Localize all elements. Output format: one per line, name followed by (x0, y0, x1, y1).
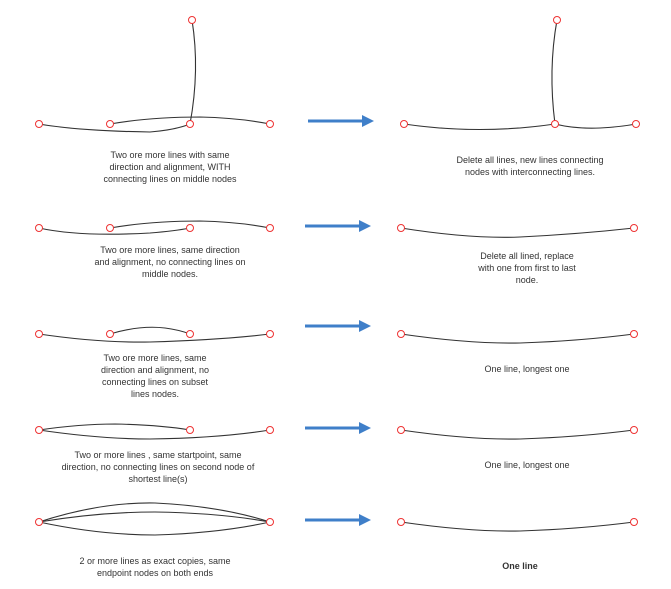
node (397, 224, 405, 232)
node (35, 518, 43, 526)
caption-line: One line (502, 561, 538, 571)
caption-line: Two ore more lines, same (103, 353, 207, 363)
line (38, 423, 191, 431)
line (109, 220, 271, 229)
caption-line: direction and alignment, WITH (109, 162, 231, 172)
node (266, 224, 274, 232)
node (106, 120, 114, 128)
row-3-before-caption: Two ore more lines, same direction and a… (101, 352, 209, 400)
caption-line: connecting lines on subset (101, 377, 209, 387)
node (397, 426, 405, 434)
node (266, 518, 274, 526)
row-2-before-caption: Two ore more lines, same direction and a… (94, 244, 245, 280)
row-3-before (35, 326, 274, 343)
caption-line: One line, longest one (484, 364, 570, 374)
caption-line: One line, longest one (484, 460, 570, 470)
arrow-4 (305, 422, 371, 434)
node (186, 426, 194, 434)
caption-line: endpoint nodes on both ends (96, 568, 214, 578)
node (106, 224, 114, 232)
row-2-before (35, 220, 274, 235)
caption-line: node. (515, 275, 539, 285)
row-2-after-caption: Delete all lined, replace with one from … (478, 250, 576, 286)
node (630, 224, 638, 232)
node (630, 330, 638, 338)
node (106, 330, 114, 338)
caption-line: direction and alignment, no (100, 365, 210, 375)
caption-line: Delete all lined, replace (480, 251, 574, 261)
line (400, 227, 635, 238)
row-1-after (400, 16, 640, 131)
node (186, 224, 194, 232)
arrow-3 (305, 320, 371, 332)
line (400, 521, 635, 532)
node (266, 330, 274, 338)
caption-line: Delete all lines, new lines connecting (456, 155, 604, 165)
node (630, 518, 638, 526)
node (35, 224, 43, 232)
node (188, 16, 196, 24)
row-1-after-caption: Delete all lines, new lines connecting n… (456, 154, 603, 178)
line (38, 521, 271, 536)
caption-line: Two ore more lines with same (110, 150, 230, 160)
node (266, 426, 274, 434)
row-1-before (35, 16, 274, 133)
row-3-after-caption: One line, longest one (484, 363, 569, 375)
caption-line: 2 or more lines as exact copies, same (79, 556, 231, 566)
caption-line: middle nodes. (141, 269, 199, 279)
line (38, 227, 191, 235)
caption-line: nodes with interconnecting lines. (464, 167, 596, 177)
caption-line: Two or more lines , same startpoint, sam… (74, 450, 242, 460)
caption-line: with one from first to last (478, 263, 576, 273)
arrow-1 (308, 115, 374, 127)
row-5-after (397, 518, 638, 532)
line (38, 123, 191, 133)
caption-line: direction, no connecting lines on second… (61, 462, 255, 472)
caption-line: lines nodes. (130, 389, 180, 399)
line (109, 326, 191, 335)
row-4-before (35, 423, 274, 440)
row-4-after-caption: One line, longest one (484, 459, 569, 471)
row-5-after-caption: One line (502, 560, 538, 572)
node (186, 330, 194, 338)
row-1-before-caption: Two ore more lines with same direction a… (103, 149, 236, 185)
row-2-after (397, 224, 638, 238)
line (38, 333, 271, 343)
line (400, 429, 635, 440)
line (551, 19, 558, 125)
row-4-before-caption: Two or more lines , same startpoint, sam… (62, 449, 255, 485)
caption-line: connecting lines on middle nodes (103, 174, 237, 184)
node (186, 120, 194, 128)
caption-line: Two ore more lines, same direction (100, 245, 240, 255)
node (397, 330, 405, 338)
node (266, 120, 274, 128)
line (403, 123, 556, 131)
line (38, 502, 271, 523)
node (400, 120, 408, 128)
caption-line: and alignment, no connecting lines on (94, 257, 246, 267)
row-3-after (397, 330, 638, 344)
node (35, 330, 43, 338)
node (35, 120, 43, 128)
node (630, 426, 638, 434)
arrow-5 (305, 514, 371, 526)
node (35, 426, 43, 434)
line (109, 116, 271, 125)
line (38, 511, 271, 523)
line (400, 333, 635, 344)
row-5-before (35, 502, 274, 536)
arrow-2 (305, 220, 371, 232)
node (551, 120, 559, 128)
node (397, 518, 405, 526)
node (632, 120, 640, 128)
caption-line: shortest line(s) (128, 474, 188, 484)
node (553, 16, 561, 24)
line (189, 19, 197, 125)
line (38, 429, 271, 440)
row-4-after (397, 426, 638, 440)
line (554, 123, 637, 129)
row-5-before-caption: 2 or more lines as exact copies, same en… (79, 555, 230, 579)
